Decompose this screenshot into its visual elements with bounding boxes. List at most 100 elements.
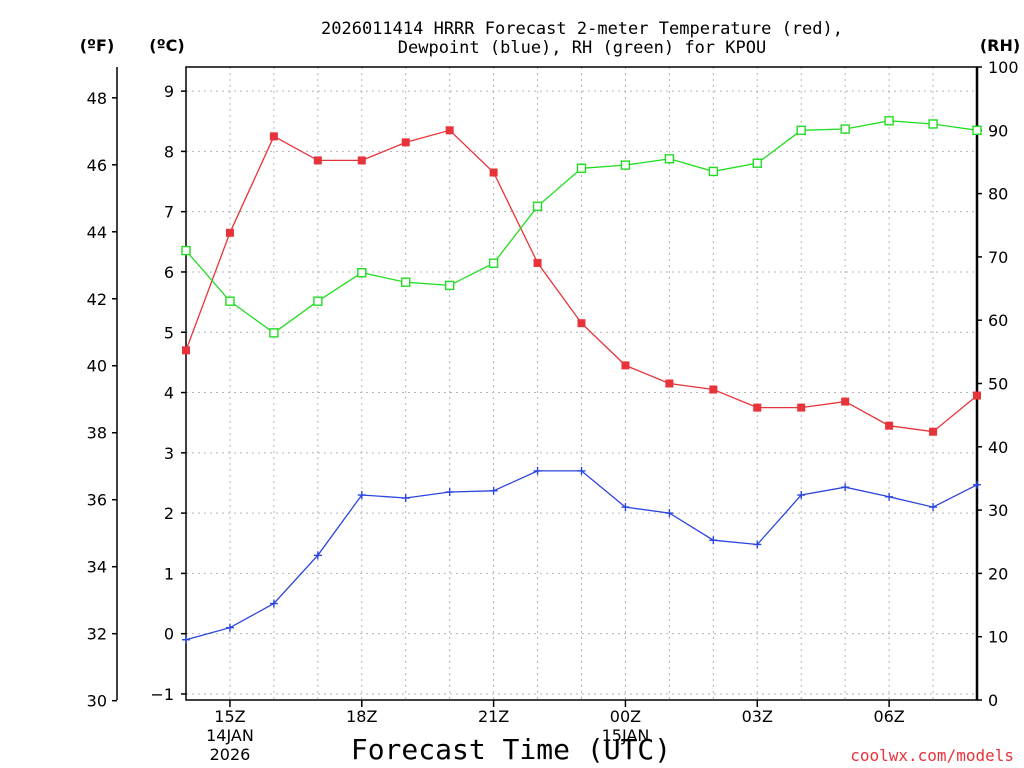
- 2-meter-temperature-point: [533, 258, 542, 267]
- rh-tick-label: 0: [988, 691, 998, 710]
- fahrenheit-tick-label: 38: [87, 424, 107, 443]
- dewpoint-point: [533, 466, 542, 475]
- rh-point: [840, 124, 850, 134]
- dewpoint-point: [665, 509, 674, 518]
- grid-lines: [186, 67, 977, 700]
- dewpoint-point: [973, 480, 981, 489]
- rh-tick-label: 40: [988, 438, 1008, 457]
- x-tick-label: 06Z: [873, 707, 904, 726]
- rh-point: [620, 160, 631, 170]
- x-tick-year-label: 2026: [210, 745, 251, 764]
- rh-tick-label: 100: [988, 58, 1019, 77]
- x-tick-date-label: 15JAN: [602, 726, 650, 745]
- 2-meter-temperature-point: [709, 385, 718, 394]
- 2-meter-temperature-point: [401, 138, 410, 147]
- 2-meter-temperature-point: [841, 397, 850, 406]
- rh-point: [269, 328, 279, 338]
- celsius-tick-label: 7: [164, 203, 174, 222]
- celsius-tick-label: 6: [164, 263, 174, 282]
- rh-tick-label: 30: [988, 501, 1008, 520]
- dewpoint-point: [269, 599, 278, 608]
- dewpoint-point: [182, 635, 190, 644]
- 2-meter-temperature-point: [797, 403, 806, 412]
- 2-meter-temperature-point: [313, 156, 322, 165]
- celsius-tick-label: 3: [164, 444, 174, 463]
- celsius-tick-label: 1: [164, 564, 174, 583]
- rh-point: [444, 280, 455, 291]
- celsius-tick-label: 0: [164, 625, 174, 644]
- 2-meter-temperature-point: [357, 156, 366, 165]
- fahrenheit-tick-label: 34: [87, 558, 107, 577]
- tick-labels: 30323436384042444648−1012345678901020304…: [87, 58, 1019, 764]
- rh-point: [752, 158, 762, 168]
- rh-point: [664, 154, 675, 164]
- celsius-tick-label: −1: [150, 685, 174, 704]
- rh-unit-label: (RH): [980, 36, 1020, 55]
- dewpoint-point: [797, 491, 806, 500]
- x-tick-label: 18Z: [346, 707, 377, 726]
- fahrenheit-tick-label: 42: [87, 290, 107, 309]
- x-tick-date-label: 14JAN: [206, 726, 254, 745]
- dewpoint-point: [709, 536, 718, 545]
- 2-meter-temperature-point: [182, 346, 190, 355]
- rh-point: [313, 296, 323, 306]
- fahrenheit-tick-label: 48: [87, 89, 107, 108]
- celsius-tick-label: 4: [164, 384, 174, 403]
- dewpoint-point: [401, 494, 410, 503]
- fahrenheit-tick-label: 40: [87, 357, 107, 376]
- x-tick-label: 03Z: [742, 707, 773, 726]
- dewpoint-point: [753, 540, 762, 549]
- rh-point: [884, 116, 894, 126]
- celsius-tick-label: 8: [164, 142, 174, 161]
- fahrenheit-tick-label: 44: [87, 223, 107, 242]
- rh-tick-label: 60: [988, 311, 1008, 330]
- 2-meter-temperature-point: [577, 319, 586, 328]
- axes: [112, 66, 982, 707]
- x-tick-label: 21Z: [478, 707, 509, 726]
- fahrenheit-tick-label: 32: [87, 625, 107, 644]
- 2-meter-temperature-point: [445, 126, 454, 135]
- rh-point: [488, 258, 499, 268]
- rh-tick-label: 10: [988, 628, 1008, 647]
- fahrenheit-tick-label: 30: [87, 692, 107, 711]
- 2-meter-temperature-point: [665, 379, 674, 388]
- rh-point: [532, 201, 543, 211]
- fahrenheit-tick-label: 46: [87, 156, 107, 175]
- 2-meter-temperature-point: [885, 421, 894, 430]
- fahrenheit-unit-label: (ºF): [80, 36, 115, 55]
- rh-point: [972, 125, 982, 136]
- rh-tick-label: 50: [988, 375, 1008, 394]
- dewpoint-point: [225, 623, 234, 632]
- celsius-tick-label: 2: [164, 504, 174, 523]
- celsius-unit-label: (ºC): [149, 36, 184, 55]
- x-tick-label: 00Z: [610, 707, 641, 726]
- dewpoint-point: [489, 486, 498, 495]
- x-axis-title: Forecast Time (UTC): [351, 733, 671, 766]
- 2-meter-temperature-point: [225, 228, 234, 237]
- rh-point: [225, 296, 235, 306]
- data-series: [181, 116, 982, 644]
- dewpoint-point: [841, 483, 850, 492]
- chart-title-line-1: 2026011414 HRRR Forecast 2-meter Tempera…: [321, 19, 843, 39]
- credit-text: coolwx.com/models: [850, 746, 1014, 765]
- rh-tick-label: 20: [988, 564, 1008, 583]
- rh-point: [181, 245, 191, 256]
- chart-title-line-2: Dewpoint (blue), RH (green) for KPOU: [398, 38, 766, 58]
- rh-tick-label: 70: [988, 248, 1008, 267]
- dewpoint-point: [357, 491, 366, 500]
- 2-meter-temperature-point: [621, 361, 630, 370]
- dewpoint-point: [621, 503, 630, 512]
- rh-point: [576, 163, 587, 173]
- celsius-tick-label: 5: [164, 323, 174, 342]
- rh-point: [708, 166, 719, 177]
- rh-point: [401, 277, 411, 287]
- 2-meter-temperature-point: [269, 132, 278, 141]
- x-tick-label: 15Z: [214, 707, 245, 726]
- rh-tick-label: 80: [988, 185, 1008, 204]
- 2-meter-temperature-point: [973, 391, 981, 400]
- dewpoint-point: [929, 503, 938, 512]
- rh-point: [357, 268, 367, 278]
- dewpoint-point: [577, 466, 586, 475]
- rh-point: [796, 125, 806, 136]
